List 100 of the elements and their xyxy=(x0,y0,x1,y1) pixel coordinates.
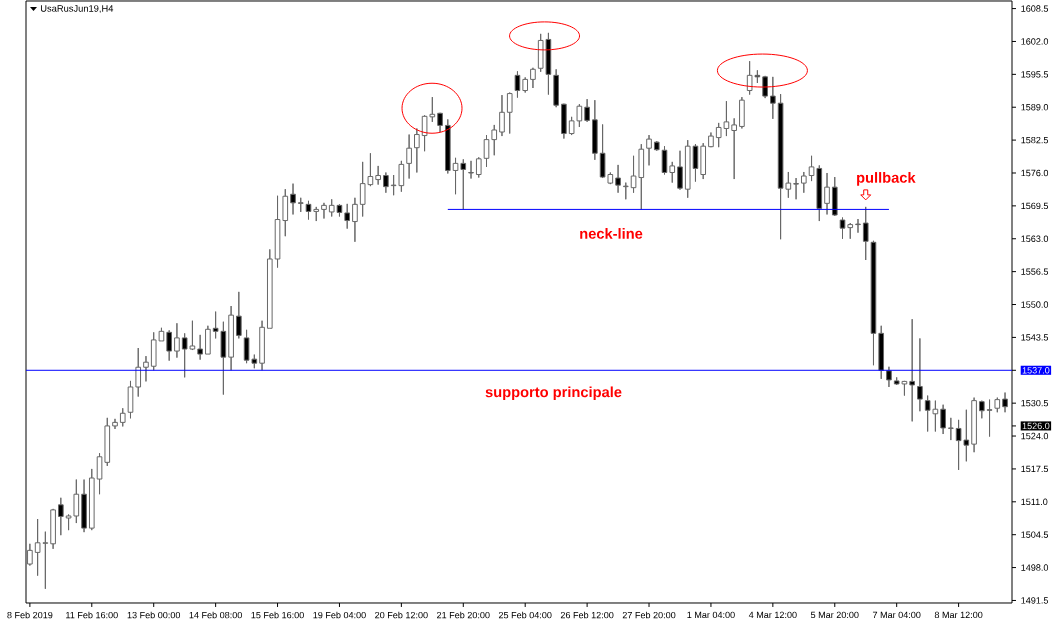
candlestick xyxy=(344,203,351,230)
candlestick xyxy=(143,355,149,382)
candlestick xyxy=(622,182,629,200)
candlestick xyxy=(259,320,265,371)
candlestick xyxy=(414,127,420,173)
candlestick xyxy=(65,513,72,531)
x-tick-label: 27 Feb 20:00 xyxy=(622,611,676,619)
candlestick xyxy=(58,497,64,536)
candlestick xyxy=(1002,392,1008,413)
candlestick xyxy=(870,240,877,366)
y-tick-label: 1530.5 xyxy=(1021,399,1049,407)
y-tick-label: 1550.0 xyxy=(1021,301,1049,308)
y-tick-label: 1563.0 xyxy=(1021,235,1049,242)
candlestick xyxy=(592,99,598,161)
y-tick-label: 1582.5 xyxy=(1021,136,1049,144)
candlestick xyxy=(917,337,923,412)
candlestick xyxy=(205,325,211,355)
series-label: neck-line xyxy=(580,228,643,239)
candlestick xyxy=(615,164,621,194)
annotation: pullback xyxy=(857,172,916,186)
candlestick xyxy=(375,165,381,186)
candlestick xyxy=(483,134,490,168)
candlestick xyxy=(197,334,203,361)
candlestick xyxy=(994,397,1001,413)
candlestick xyxy=(475,156,482,179)
candlestick xyxy=(174,322,180,359)
candlestick xyxy=(73,479,80,524)
candlestick xyxy=(909,318,915,422)
candlestick xyxy=(862,206,869,261)
y-tick-label: 1556.5 xyxy=(1021,268,1049,275)
candlestick xyxy=(561,103,567,140)
x-tick-label: 26 Feb 12:00 xyxy=(560,611,614,619)
candlestick xyxy=(297,197,304,213)
candlestick xyxy=(437,112,443,133)
candlestick xyxy=(824,172,830,215)
candlestick xyxy=(506,92,513,135)
candlestick xyxy=(135,347,142,398)
candlestick xyxy=(855,218,861,234)
y-tick-label: 1524.0 xyxy=(1021,432,1049,440)
candlestick xyxy=(800,171,807,194)
candlestick xyxy=(444,118,451,174)
candlestick xyxy=(127,380,134,419)
candlestick xyxy=(352,197,358,243)
candlestick xyxy=(406,134,412,180)
x-tick-label: 15 Feb 16:00 xyxy=(251,611,304,619)
candlestick xyxy=(839,217,846,240)
y-tick-label: 1543.5 xyxy=(1021,334,1049,341)
candlestick xyxy=(576,103,583,128)
y-tick-label: 1504.5 xyxy=(1021,531,1049,538)
candlestick xyxy=(468,160,474,180)
x-tick-label: 11 Feb 16:00 xyxy=(66,611,118,619)
candlestick xyxy=(568,116,575,136)
ref-line-label: supporto principale xyxy=(485,386,622,401)
y-tick-label: 1608.5 xyxy=(1021,5,1049,12)
y-tick-label: 1517.5 xyxy=(1021,465,1049,473)
candlestick xyxy=(793,177,799,200)
candlestick xyxy=(971,397,977,453)
y-tick-label: 1602.0 xyxy=(1021,38,1049,45)
x-tick-label: 8 Mar 12:00 xyxy=(934,611,983,619)
candlestick xyxy=(986,399,993,438)
candlestick xyxy=(313,206,320,222)
candlestick xyxy=(27,543,33,567)
candlestick xyxy=(731,117,737,180)
candlestick xyxy=(700,142,707,180)
y-tick-label: 1595.5 xyxy=(1021,71,1049,78)
candlestick xyxy=(553,68,559,108)
candlestick xyxy=(522,76,529,94)
x-tick-label: 25 Feb 04:00 xyxy=(498,611,552,619)
y-tick-label: 1526.0 xyxy=(1022,422,1050,430)
candlestick xyxy=(878,325,885,380)
candlestick xyxy=(266,248,273,329)
candlestick xyxy=(677,150,683,191)
candlestick xyxy=(81,479,87,533)
y-tick-label: 1537.0 xyxy=(1022,367,1050,374)
y-tick-label: 1569.5 xyxy=(1021,202,1049,210)
x-tick-label: 1 Mar 04:00 xyxy=(687,611,735,619)
x-tick-label: 19 Feb 04:00 xyxy=(313,611,366,619)
candlestick xyxy=(514,70,521,99)
y-tick-label: 1491.5 xyxy=(1021,597,1049,604)
y-tick-label: 1589.0 xyxy=(1021,104,1049,111)
candlestick xyxy=(739,96,745,129)
x-tick-label: 20 Feb 12:00 xyxy=(375,611,428,619)
candlestick xyxy=(530,67,536,89)
candlestick xyxy=(166,329,173,362)
x-tick-label: 13 Feb 00:00 xyxy=(127,611,181,619)
y-tick-label: 1498.0 xyxy=(1021,564,1049,571)
candlestick xyxy=(831,176,838,217)
x-tick-label: 8 Feb 2019 xyxy=(7,611,53,619)
candlestick xyxy=(770,76,776,120)
x-tick-label: 4 Mar 12:00 xyxy=(748,611,797,619)
candlestick xyxy=(50,508,56,550)
x-tick-label: 5 Mar 20:00 xyxy=(810,611,859,619)
candlestick xyxy=(940,404,946,435)
candlestick xyxy=(88,468,95,531)
x-tick-label: 14 Feb 08:00 xyxy=(189,611,242,619)
candlestick xyxy=(847,222,854,240)
candlestick xyxy=(119,407,126,427)
candlestick xyxy=(886,366,892,388)
candlestick xyxy=(584,98,590,123)
candlestick xyxy=(653,140,660,152)
